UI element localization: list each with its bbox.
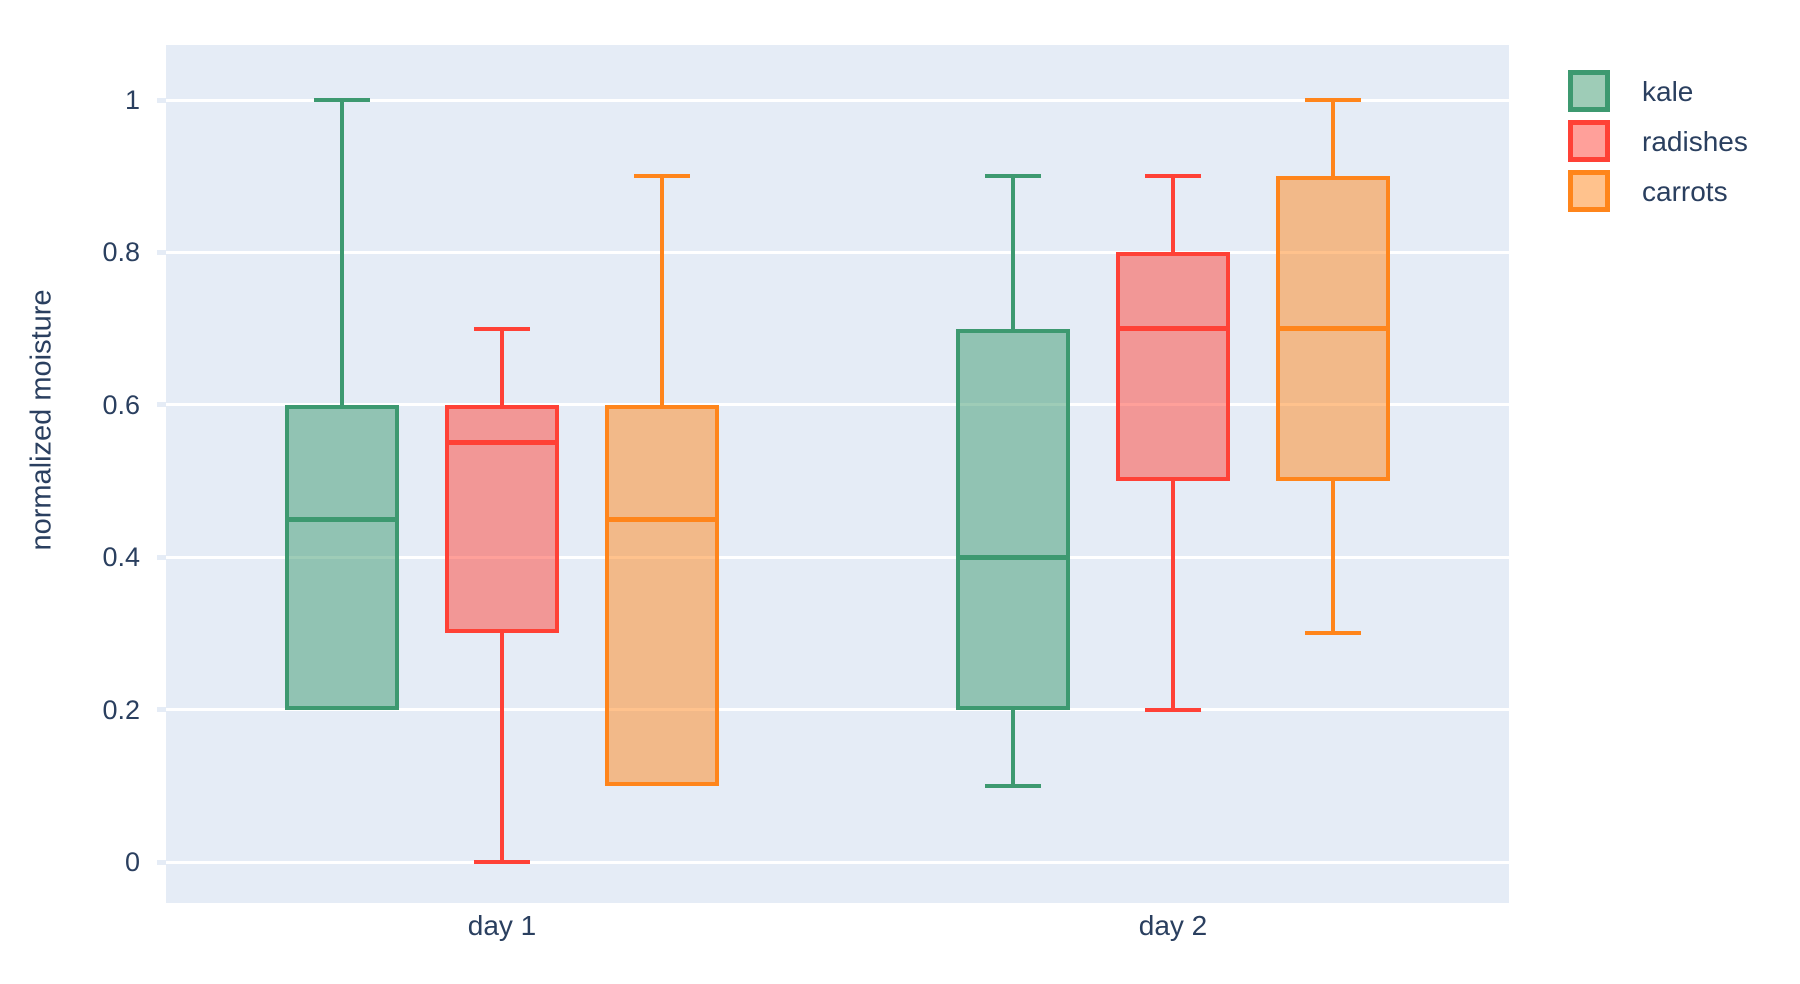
y-axis-tick-mark bbox=[157, 859, 166, 865]
legend-swatch-radishes bbox=[1568, 120, 1610, 162]
min-cap-radishes-day-2 bbox=[1145, 707, 1201, 712]
legend-swatch-kale bbox=[1568, 70, 1610, 112]
max-cap-kale-day-1 bbox=[314, 98, 370, 102]
min-cap-radishes-day-1 bbox=[474, 860, 530, 864]
max-cap-carrots-day-1 bbox=[634, 174, 690, 179]
upper-whisker-carrots-day-1 bbox=[660, 176, 664, 405]
median-carrots-day-1 bbox=[607, 516, 717, 522]
legend: kale radishes carrots bbox=[1568, 70, 1748, 220]
gridline bbox=[166, 250, 1509, 254]
gridline bbox=[166, 403, 1509, 407]
x-tick-label: day 1 bbox=[467, 910, 537, 941]
gridline bbox=[166, 555, 1509, 559]
min-cap-carrots-day-2 bbox=[1305, 631, 1361, 636]
median-radishes-day-2 bbox=[1118, 326, 1228, 332]
upper-whisker-carrots-day-2 bbox=[1331, 100, 1335, 177]
box-kale-day-2 bbox=[956, 328, 1070, 710]
upper-whisker-kale-day-1 bbox=[340, 100, 344, 405]
gridline bbox=[166, 708, 1509, 712]
upper-whisker-radishes-day-1 bbox=[500, 328, 504, 405]
lower-whisker-carrots-day-2 bbox=[1331, 481, 1335, 634]
y-axis-tick-mark bbox=[157, 402, 166, 408]
y-axis-tick-mark bbox=[157, 249, 166, 255]
min-cap-kale-day-2 bbox=[985, 783, 1041, 788]
max-cap-radishes-day-2 bbox=[1145, 174, 1201, 179]
box-radishes-day-1 bbox=[445, 404, 559, 634]
y-axis-tick-mark bbox=[157, 554, 166, 560]
box-carrots-day-1 bbox=[605, 404, 719, 786]
median-carrots-day-2 bbox=[1278, 326, 1388, 332]
lower-whisker-kale-day-2 bbox=[1011, 709, 1015, 786]
y-tick-label: 0.2 bbox=[102, 694, 140, 725]
max-cap-carrots-day-2 bbox=[1305, 98, 1361, 102]
y-tick-label: 0.4 bbox=[102, 542, 140, 573]
y-tick-label: 0 bbox=[124, 847, 140, 877]
legend-item-label: radishes bbox=[1642, 125, 1748, 157]
lower-whisker-radishes-day-1 bbox=[500, 633, 504, 862]
upper-whisker-kale-day-2 bbox=[1011, 176, 1015, 329]
box-kale-day-1 bbox=[285, 404, 399, 710]
y-tick-label: 0.8 bbox=[102, 237, 140, 268]
y-axis-tick-mark bbox=[157, 707, 166, 713]
y-tick-label: 1 bbox=[124, 85, 140, 115]
legend-item-kale[interactable]: kale bbox=[1568, 70, 1748, 112]
y-axis-title: normalized moisture bbox=[25, 289, 58, 551]
median-kale-day-1 bbox=[287, 516, 397, 522]
max-cap-kale-day-2 bbox=[985, 174, 1041, 179]
max-cap-radishes-day-1 bbox=[474, 326, 530, 331]
legend-swatch-carrots bbox=[1568, 170, 1610, 212]
box-radishes-day-2 bbox=[1116, 252, 1230, 481]
legend-item-label: kale bbox=[1642, 75, 1694, 107]
plot-area bbox=[166, 45, 1509, 903]
legend-item-label: carrots bbox=[1642, 175, 1728, 207]
legend-item-carrots[interactable]: carrots bbox=[1568, 170, 1748, 212]
lower-whisker-radishes-day-2 bbox=[1171, 481, 1175, 710]
median-radishes-day-1 bbox=[447, 440, 557, 446]
x-tick-label: day 2 bbox=[1138, 910, 1208, 941]
gridline bbox=[166, 860, 1509, 864]
upper-whisker-radishes-day-2 bbox=[1171, 176, 1175, 253]
legend-item-radishes[interactable]: radishes bbox=[1568, 120, 1748, 162]
median-kale-day-2 bbox=[958, 554, 1068, 560]
y-tick-label: 0.6 bbox=[102, 389, 140, 420]
y-axis-tick-mark bbox=[157, 97, 166, 103]
gridline bbox=[166, 98, 1509, 102]
